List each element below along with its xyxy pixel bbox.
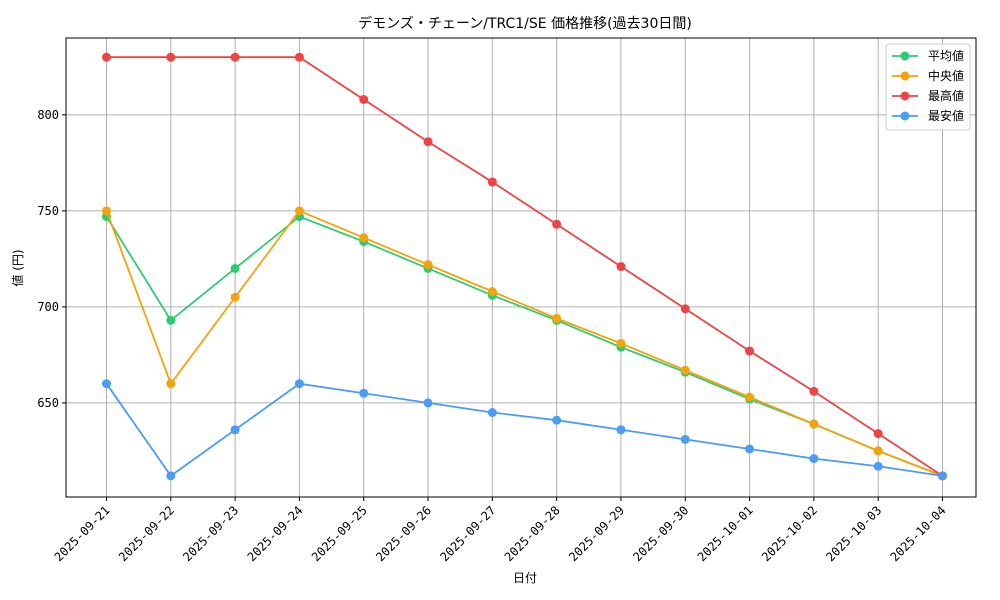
series-line: [105, 209, 943, 477]
series-4: [102, 379, 947, 481]
x-tick-label: 2025-09-28: [502, 503, 563, 564]
data-point: [873, 461, 883, 471]
x-tick-label: 2025-09-26: [373, 503, 434, 564]
data-point: [166, 471, 176, 481]
x-tick-label: 2025-10-01: [695, 503, 756, 564]
data-point: [873, 429, 883, 439]
legend-swatch-marker: [900, 91, 910, 101]
x-tick-label: 2025-09-24: [245, 503, 306, 564]
series-1: [102, 212, 947, 481]
data-point: [294, 52, 304, 62]
grid-layer: [66, 38, 976, 497]
data-point: [745, 392, 755, 402]
series-3: [102, 52, 947, 481]
data-point: [680, 365, 690, 375]
legend-item: 平均値: [892, 48, 964, 63]
data-point: [487, 287, 497, 297]
series-line: [106, 56, 943, 477]
data-point: [552, 219, 562, 229]
series-2: [102, 206, 947, 481]
legend-item: 最安値: [892, 108, 964, 123]
data-point: [873, 446, 883, 456]
series-layer: [102, 52, 947, 481]
data-point: [423, 260, 433, 270]
axis-layer: 2025-09-21 2025-09-22 2025-09-23 2025-09-24…: [37, 108, 948, 564]
y-tick-label: 750: [37, 204, 59, 218]
data-point: [166, 52, 176, 62]
data-point: [102, 206, 111, 216]
x-tick-label: 2025-10-03: [823, 503, 884, 564]
data-point: [680, 434, 690, 444]
data-point: [616, 425, 626, 435]
data-point: [487, 177, 497, 187]
data-point: [294, 379, 304, 389]
x-tick-label: 2025-09-29: [566, 503, 627, 564]
y-axis-label: 値 (円): [10, 249, 25, 286]
data-point: [745, 444, 755, 454]
data-point: [938, 471, 947, 481]
x-tick-label: 2025-09-23: [180, 503, 241, 564]
data-point: [359, 388, 369, 398]
legend-box: [885, 43, 971, 131]
data-point: [230, 52, 240, 62]
data-point: [809, 454, 819, 464]
legend-item: 中央値: [892, 68, 964, 83]
data-point: [423, 137, 433, 147]
x-tick-label: 2025-09-25: [309, 503, 370, 564]
data-point: [745, 346, 755, 356]
legend-swatch-marker: [900, 111, 910, 121]
data-point: [809, 419, 819, 429]
legend-label: 中央値: [928, 68, 964, 83]
x-tick-label: 2025-10-02: [759, 503, 820, 564]
legend-label: 最安値: [928, 108, 964, 123]
y-tick-label: 650: [37, 396, 59, 410]
legend-item: 最高値: [892, 88, 964, 103]
data-point: [552, 313, 562, 323]
data-point: [809, 386, 819, 396]
data-point: [166, 315, 176, 325]
data-point: [102, 379, 111, 389]
series-line: [105, 215, 943, 477]
data-point: [616, 262, 626, 272]
data-point: [230, 263, 240, 273]
data-point: [487, 407, 497, 417]
chart-title: デモンズ・チェーン/TRC1/SE 価格推移(過去30日間): [358, 15, 692, 32]
data-point: [359, 233, 369, 243]
data-point: [102, 52, 111, 62]
x-tick-label: 2025-09-30: [630, 503, 691, 564]
legend-swatch-marker: [900, 51, 910, 61]
x-axis-label: 日付: [513, 571, 537, 585]
data-point: [166, 379, 176, 389]
legend-label: 最高値: [928, 88, 964, 103]
x-tick-label: 2025-09-27: [437, 503, 498, 564]
data-point: [230, 292, 240, 302]
x-tick-label: 2025-10-04: [888, 503, 949, 564]
data-point: [680, 304, 690, 314]
plot-area-frame: [65, 37, 977, 498]
data-point: [359, 94, 369, 104]
data-point: [230, 425, 240, 435]
data-point: [616, 338, 626, 348]
x-tick-label: 2025-09-21: [52, 503, 113, 564]
x-tick-label: 2025-09-22: [116, 503, 177, 564]
y-tick-label: 800: [37, 108, 59, 122]
series-line: [105, 382, 943, 478]
data-point: [294, 206, 304, 216]
legend-swatch-marker: [900, 71, 910, 81]
data-point: [552, 415, 562, 425]
y-tick-label: 700: [37, 300, 59, 314]
data-point: [423, 398, 433, 408]
legend-label: 平均値: [928, 48, 964, 63]
